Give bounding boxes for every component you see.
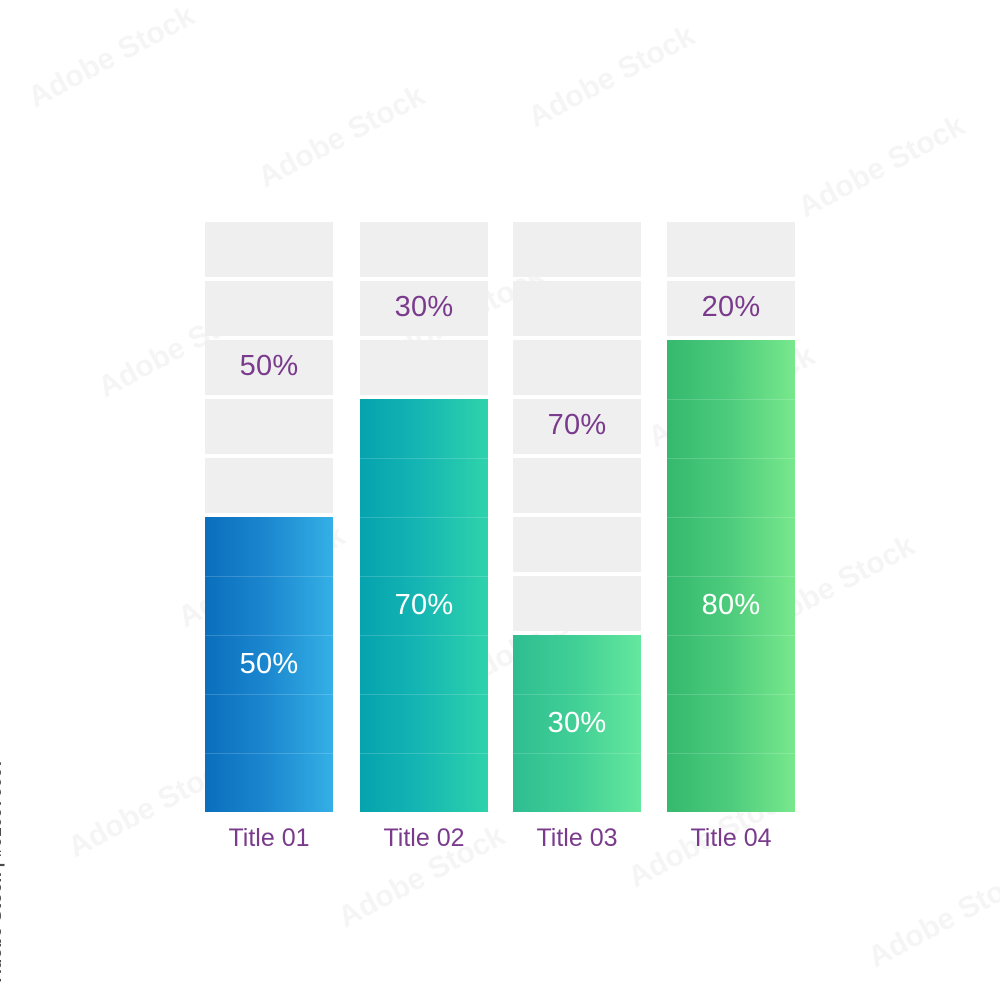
fill-divider [667, 458, 795, 459]
fill-divider [667, 517, 795, 518]
track-segment [513, 281, 641, 336]
track-segment [360, 222, 488, 277]
bar-fill[interactable] [667, 340, 795, 812]
fill-divider [360, 458, 488, 459]
fill-divider [667, 753, 795, 754]
bar-remainder-label: 50% [239, 350, 299, 382]
watermark-tile: Adobe Stock [792, 108, 971, 225]
track-segment [667, 222, 795, 277]
track-segment [205, 281, 333, 336]
bar-fill[interactable] [513, 635, 641, 812]
category-label-3: Title 03 [536, 824, 618, 852]
fill-divider [360, 517, 488, 518]
bar-fill[interactable] [360, 399, 488, 812]
bar-remainder-label: 70% [547, 409, 607, 441]
adobe-stock-watermark: Adobe Stock | #610976607 [0, 757, 5, 982]
bar-column[interactable]: 70% 30% [360, 222, 488, 812]
bar-column[interactable]: 80% 20% [667, 222, 795, 812]
fill-divider [667, 576, 795, 577]
bar-column[interactable]: 30% 70% [513, 222, 641, 812]
category-labels: Title 01 Title 02 Title 03 Title 04 [205, 823, 795, 857]
bar-column[interactable]: 50% 50% [205, 222, 333, 812]
fill-divider [205, 576, 333, 577]
bar-value-label: 50% [239, 648, 299, 680]
fill-divider [205, 694, 333, 695]
watermark-tile: Adobe Stock [22, 0, 201, 115]
watermark-tile: Adobe Stock [252, 78, 431, 195]
fill-divider [360, 753, 488, 754]
bar-fill[interactable] [205, 517, 333, 812]
track-segment [667, 281, 795, 336]
track-segment [205, 222, 333, 277]
bar-value-label: 70% [394, 589, 454, 621]
bar-remainder-label: 30% [394, 291, 454, 323]
track-segment [205, 458, 333, 513]
track-segment [513, 517, 641, 572]
fill-divider [667, 694, 795, 695]
bar-group: 50% 50% 70% 30% 30% 70% 80% 20% [205, 222, 795, 812]
track-segment [205, 399, 333, 454]
fill-divider [205, 753, 333, 754]
watermark-tile: Adobe Stock [522, 18, 701, 135]
bar-remainder-label: 20% [701, 291, 761, 323]
fill-divider [205, 635, 333, 636]
bar-value-label: 30% [547, 707, 607, 739]
track-segment [205, 340, 333, 395]
fill-divider [360, 635, 488, 636]
category-label-1: Title 01 [228, 824, 310, 852]
fill-divider [667, 635, 795, 636]
track-segment [513, 222, 641, 277]
watermark-tile: Adobe Stock [862, 858, 1000, 975]
fill-divider [667, 399, 795, 400]
track-segment [513, 576, 641, 631]
fill-divider [513, 753, 641, 754]
category-label-2: Title 02 [383, 824, 465, 852]
track-segment [360, 340, 488, 395]
fill-divider [360, 576, 488, 577]
bar-value-label: 80% [701, 589, 761, 621]
track-segment [360, 281, 488, 336]
fill-divider [360, 694, 488, 695]
fill-divider [513, 694, 641, 695]
track-segment [513, 340, 641, 395]
category-label-4: Title 04 [690, 824, 772, 852]
track-segment [513, 458, 641, 513]
track-segment [513, 399, 641, 454]
